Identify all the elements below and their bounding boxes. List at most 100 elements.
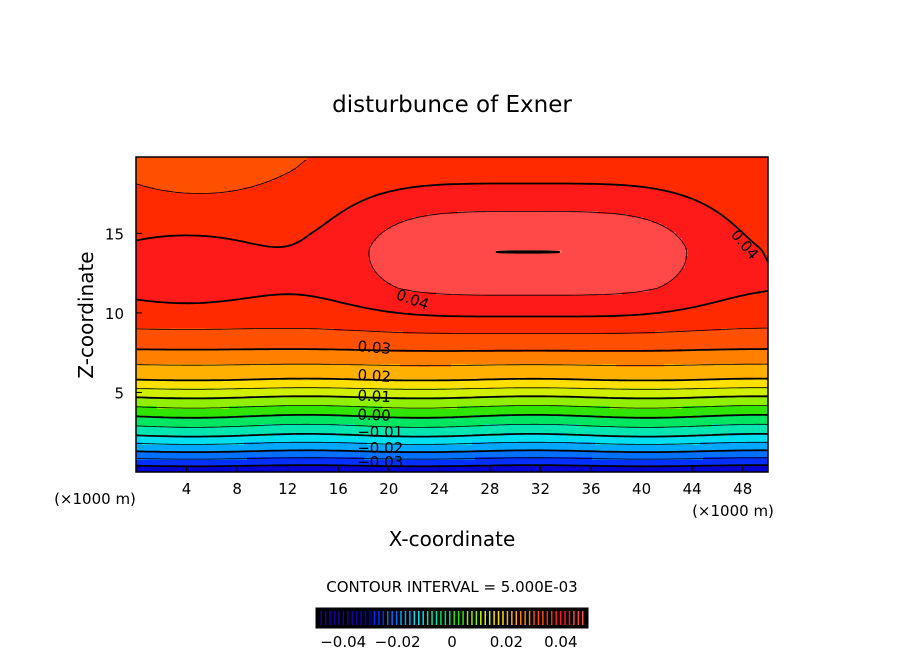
contour-fill-cell (136, 340, 768, 343)
contour-fill-cell (136, 265, 373, 268)
contour-fill-cell (754, 241, 768, 244)
colorbar-tick-label: 0 (447, 633, 457, 651)
contour-fill-cell (136, 331, 403, 334)
contour-fill-cell (703, 457, 768, 460)
contour-fill-cell (286, 172, 768, 175)
contour-fill-cell (712, 424, 768, 427)
contour-line (135, 377, 769, 382)
contour-fill-cell (328, 298, 727, 301)
contour-fill-cell (721, 328, 768, 331)
contour-fill-cell (136, 196, 370, 199)
contour-fill-cell (136, 283, 391, 286)
contour-fill-cell (136, 436, 768, 439)
contour-fill-cell (211, 235, 307, 238)
contour-fill-cell (697, 199, 768, 202)
contour-label: −0.02 (357, 439, 403, 457)
contour-fill-cell (136, 304, 355, 307)
contour-fill-cell (304, 160, 768, 163)
contour-fill-cell (259, 295, 313, 298)
contour-line (135, 423, 769, 428)
contour-line (135, 363, 769, 367)
contour-fill-cell (136, 370, 768, 373)
x-tick-label: 32 (531, 480, 550, 498)
colorbar-tick-label: −0.02 (375, 633, 421, 651)
contour-fill-cell (610, 406, 682, 409)
contour-fill-cell (355, 424, 484, 427)
contour-fill-cell (730, 220, 768, 223)
contour-fill-cell (385, 229, 670, 232)
contour-fill-cell (751, 238, 768, 241)
contour-fill-cell (403, 220, 652, 223)
contour-fill-cell (373, 268, 682, 271)
contour-fill-cell (340, 211, 457, 214)
contour-fill-cell (484, 424, 580, 427)
contour-label: −0.01 (357, 423, 403, 441)
contour-fill-cell (136, 181, 265, 184)
contour-fill-cell (685, 256, 766, 259)
contour-line (135, 395, 768, 400)
contour-line (135, 441, 768, 445)
contour-fill-cell (136, 178, 274, 181)
contour-fill-cell (379, 235, 679, 238)
contour-fill-cell (334, 328, 721, 331)
contour-fill-cell (136, 193, 379, 196)
contour-fill-cell (298, 241, 373, 244)
contour-fill-cell (379, 274, 676, 277)
contour-fill-cell (427, 214, 628, 217)
contour-fill-cell (301, 163, 768, 166)
contour-fill-cell (736, 226, 768, 229)
contour-fill-cell (136, 199, 364, 202)
contour-fill-cell (136, 346, 768, 349)
contour-fill-cell (136, 457, 247, 460)
contour-fill-cell (709, 205, 768, 208)
contour-fill-cell (136, 325, 768, 328)
contour-fill-cell (670, 280, 768, 283)
contour-fill-cell (436, 292, 622, 295)
contour-fill-cell (136, 427, 768, 430)
contour-fill-cell (136, 295, 259, 298)
contour-fill-cell (679, 235, 748, 238)
chart-title: disturbunce of Exner (332, 92, 572, 118)
contour-fill-cell (679, 193, 768, 196)
contour-fill-cell (136, 322, 768, 325)
plot-frame (135, 156, 769, 473)
contour-fill-cell (136, 214, 337, 217)
contour-fill-cell (259, 424, 355, 427)
contour-fill-cell (136, 337, 768, 340)
contour-fill-cell (391, 226, 667, 229)
contour-fill-cell (688, 307, 768, 310)
contour-fill-cell (136, 259, 370, 262)
contour-fill-cell (406, 187, 652, 190)
contour-fill-cell (682, 241, 754, 244)
x-unit-label: (×1000 m) (692, 502, 774, 520)
contour-fill-cell (304, 238, 376, 241)
y-tick-label: 10 (105, 305, 124, 323)
y-tick-label: 15 (105, 225, 124, 243)
contour-fill-cell (376, 271, 679, 274)
contour-fill-cell (136, 367, 768, 370)
contour-label: −0.03 (357, 453, 403, 471)
contour-fill-cell (136, 358, 768, 361)
contour-fill-cell (685, 244, 757, 247)
contour-fill-cell (673, 277, 768, 280)
contour-fill-cell (337, 214, 427, 217)
contour-fill-cell (382, 277, 673, 280)
contour-fill-cell (136, 229, 316, 232)
contour-fill-cell (280, 175, 768, 178)
y-axis-label: Z-coordinate (74, 251, 98, 378)
contour-fill-cell (457, 211, 598, 214)
contour-fill-cell (592, 457, 703, 460)
contour-fill-cell (457, 406, 610, 409)
contour-fill-cell (136, 403, 768, 406)
x-tick-label: 24 (430, 480, 449, 498)
contour-fill-cell (136, 277, 382, 280)
contour-fill-cell (664, 283, 768, 286)
contour-fill-cell (136, 220, 328, 223)
colorbar-tick-label: −0.04 (320, 633, 366, 651)
contour-fill-cell (136, 307, 370, 310)
contour-fill-cell (352, 205, 709, 208)
contour-fill-cell (688, 250, 763, 253)
contour-fill-cell (721, 214, 768, 217)
contour-fill-cell (595, 415, 700, 418)
contour-fill-cell (136, 223, 325, 226)
